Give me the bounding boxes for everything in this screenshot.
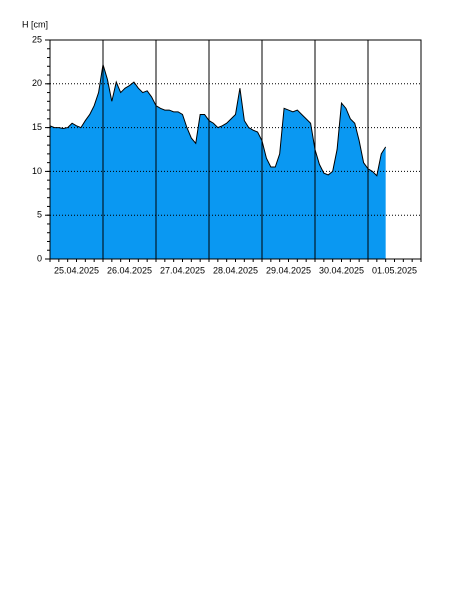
x-tick-label: 27.04.2025: [160, 265, 205, 275]
area-line: [49, 64, 387, 177]
y-tick-label: 20: [32, 78, 42, 88]
y-tick-label: 15: [32, 122, 42, 132]
x-tick-label: 28.04.2025: [213, 265, 258, 275]
x-tick-label: 26.04.2025: [107, 265, 152, 275]
y-axis-label: H [cm]: [22, 19, 48, 29]
x-tick-label: 29.04.2025: [266, 265, 311, 275]
x-tick-label: 30.04.2025: [319, 265, 364, 275]
y-tick-label: 0: [37, 253, 42, 263]
x-tick-label: 25.04.2025: [54, 265, 99, 275]
plot-frame: [49, 39, 422, 260]
y-tick-label: 10: [32, 166, 42, 176]
x-tick-label: 01.05.2025: [372, 265, 417, 275]
y-tick-label: 5: [37, 210, 42, 220]
area-fill: [50, 64, 386, 259]
y-tick-label: 25: [32, 34, 42, 44]
